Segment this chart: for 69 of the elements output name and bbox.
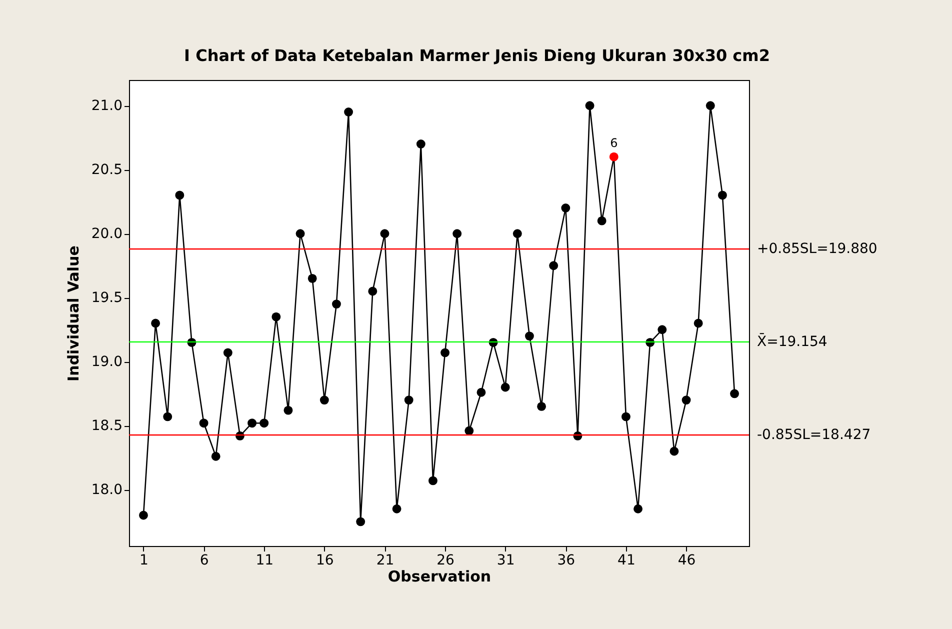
point	[682, 396, 691, 405]
point	[284, 406, 293, 415]
chart-title: I Chart of Data Ketebalan Marmer Jenis Dieng Ukuran 30x30 cm2	[184, 46, 770, 65]
point	[199, 418, 208, 428]
point	[356, 517, 366, 526]
point	[344, 108, 354, 116]
point	[320, 396, 329, 405]
y-tick-label: 18.0	[91, 482, 122, 498]
x-tick-label: 26	[436, 552, 455, 568]
y-tick-label: 19.5	[91, 290, 122, 306]
point	[223, 348, 232, 358]
y-tick-label: 20.5	[91, 162, 122, 178]
y-tick-label: 19.0	[91, 354, 122, 370]
x-tick-label: 31	[496, 552, 515, 568]
point	[380, 229, 390, 238]
point	[260, 418, 269, 428]
ref-line-label: +0.85SL=19.880	[757, 240, 878, 257]
point	[428, 476, 438, 486]
x-tick-label: 21	[376, 552, 394, 568]
point	[151, 318, 160, 328]
point	[392, 504, 402, 514]
y-axis-title: Individual Value	[64, 246, 82, 382]
x-tick-label: 1	[140, 552, 148, 568]
point	[248, 418, 257, 428]
point	[609, 152, 618, 162]
point	[296, 229, 305, 238]
point	[621, 412, 630, 422]
point	[476, 388, 486, 397]
y-tick-label: 18.5	[91, 418, 122, 434]
x-tick-label: 11	[256, 552, 274, 568]
annotation: 6	[610, 136, 618, 150]
point	[524, 332, 534, 341]
point	[440, 348, 450, 358]
x-tick-label: 36	[557, 552, 576, 568]
point	[670, 446, 679, 456]
point	[634, 504, 642, 514]
point	[452, 229, 462, 238]
x-tick-label: 6	[200, 552, 209, 568]
point	[694, 318, 703, 328]
point	[332, 300, 341, 308]
point	[139, 510, 148, 520]
point	[512, 229, 522, 238]
point	[308, 274, 317, 283]
point	[585, 101, 594, 110]
point	[368, 286, 378, 296]
x-axis-title: Observation	[388, 568, 492, 586]
point	[549, 261, 558, 270]
point	[500, 382, 510, 392]
point	[597, 216, 606, 226]
point	[730, 389, 739, 398]
point	[211, 452, 220, 461]
x-tick-label: 46	[678, 552, 696, 568]
point	[718, 190, 727, 200]
point	[416, 140, 426, 148]
ref-line-label: -0.85SL=18.427	[757, 427, 871, 444]
x-tick-label: 16	[316, 552, 334, 568]
point	[163, 412, 172, 422]
y-tick-label: 21.0	[91, 98, 122, 114]
point	[561, 204, 570, 212]
ref-line-label: X̄=19.154	[757, 332, 828, 350]
point	[537, 402, 546, 411]
point	[706, 101, 715, 110]
point	[175, 190, 184, 200]
point	[658, 325, 667, 334]
point	[404, 396, 414, 405]
y-tick-label: 20.0	[91, 226, 122, 242]
point	[464, 426, 474, 436]
x-tick-label: 41	[618, 552, 636, 568]
point	[272, 312, 281, 322]
